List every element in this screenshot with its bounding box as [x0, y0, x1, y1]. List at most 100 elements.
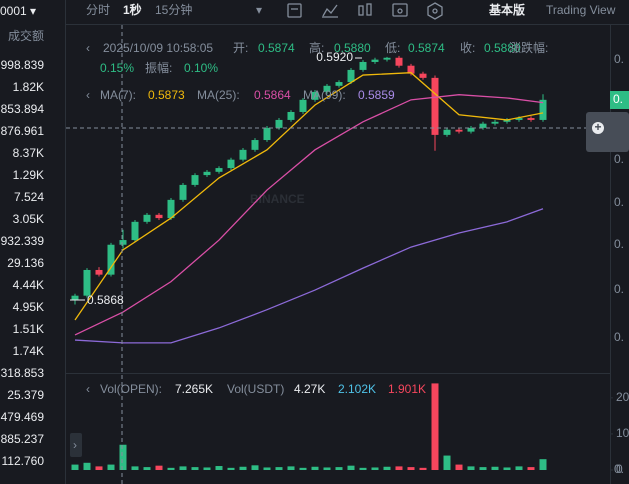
volume-bar [263, 467, 271, 470]
candle-body [431, 77, 439, 135]
left-list: 998.839 1.82K 853.894 876.961 8.37K 1.29K 7.52… [1, 58, 45, 468]
volume-bar [515, 466, 523, 470]
candle-body [299, 99, 307, 112]
value: 0.15% [100, 61, 134, 75]
tab[interactable]: 分时 [86, 3, 110, 17]
turnover: 318.853 [1, 366, 45, 380]
low-marker: 0.5868 [87, 293, 124, 307]
volume-bar [119, 444, 127, 470]
volume-bar [215, 466, 223, 470]
value: 0.5864 [254, 88, 291, 102]
chevron[interactable]: ‹ [86, 382, 90, 396]
turnover: 1.74K [13, 344, 44, 358]
label: 开: [233, 41, 248, 55]
axis-label-fragment: 0. [614, 195, 624, 209]
turnover: 998.839 [1, 58, 45, 72]
collapse-icon[interactable]: › [73, 438, 77, 452]
volume-bar [479, 467, 487, 470]
candle-body [119, 240, 127, 245]
candle-body [179, 184, 187, 200]
candle-body [335, 82, 343, 86]
tab-active[interactable]: 1秒 [123, 2, 142, 17]
candle-body [167, 199, 175, 219]
volume-bar [155, 465, 163, 470]
volume-bar [383, 466, 391, 470]
volume-tick-label: 10 [616, 426, 629, 440]
label: Vol(OPEN): [100, 382, 162, 396]
column-header: 成交额 [8, 28, 44, 43]
axis-label-fragment: 0. [614, 462, 624, 476]
add-order-button[interactable] [586, 112, 629, 152]
candle-body [407, 65, 415, 74]
plus-sign[interactable]: + [594, 120, 601, 134]
value: 0.5880 [484, 41, 521, 55]
volume-bar [359, 467, 367, 470]
turnover: 8.37K [13, 146, 44, 160]
candle-body [131, 221, 139, 241]
value: 0.10% [184, 61, 218, 75]
candle-body [83, 269, 91, 296]
volume-bar [203, 467, 211, 470]
axis-label-fragment: 0. [614, 152, 624, 166]
label: 低: [385, 41, 400, 55]
candle-body [479, 123, 487, 128]
turnover: 29.136 [7, 256, 44, 270]
tradingview[interactable]: Trading View [546, 3, 616, 17]
candle-body [527, 118, 535, 120]
volume-tick-label: 0 [616, 462, 623, 476]
toolbar-icons[interactable] [287, 2, 443, 20]
candle-body [347, 69, 355, 83]
turnover: 1.51K [13, 322, 44, 336]
candle-body [251, 140, 259, 150]
label: 收: [460, 41, 475, 55]
volume-bar [71, 464, 79, 470]
volume-bar [347, 465, 355, 470]
candle-body [491, 121, 499, 124]
candle-body [215, 168, 223, 172]
candle-body [143, 214, 151, 222]
volume-bar [107, 464, 115, 470]
dropdown[interactable]: ▾ [256, 3, 262, 17]
volume-bar [503, 467, 511, 470]
candle-body [71, 295, 79, 300]
tab[interactable]: 15分钟 [155, 2, 192, 17]
volume-bar [371, 467, 379, 470]
axis-label-fragment: 0. [613, 92, 623, 106]
candle-body [503, 119, 511, 122]
volume-bar [431, 383, 439, 470]
candle-body [515, 118, 523, 120]
turnover: 3.05K [13, 212, 44, 226]
volume-bar [167, 467, 175, 470]
chevron[interactable]: ‹ [86, 41, 90, 55]
volume-bar [323, 467, 331, 470]
candle-body [383, 57, 391, 60]
volume-bar [443, 455, 451, 470]
label: 涨跌幅: [509, 40, 548, 55]
volume-bar [527, 467, 535, 470]
chevron[interactable]: ‹ [86, 88, 90, 102]
label: MA(25): [197, 88, 240, 102]
candle-body [311, 91, 319, 100]
candle-body [539, 99, 547, 120]
value: 0.5880 [334, 41, 371, 55]
volume-bar [311, 466, 319, 470]
candle-body [155, 214, 163, 219]
volume-bar [395, 466, 403, 470]
symbol[interactable]: 0001 ▾ [0, 4, 36, 18]
plus-icon[interactable] [592, 122, 604, 134]
label: Vol(USDT) [227, 382, 284, 396]
basic-view[interactable]: 基本版 [488, 2, 525, 17]
volume-bar [491, 466, 499, 470]
watermark: BINANCE [250, 192, 305, 206]
candle-body [455, 129, 463, 132]
volume-bar [539, 459, 547, 470]
collapse-button[interactable] [70, 433, 82, 457]
turnover: 112.760 [2, 454, 45, 468]
volume-bar [131, 466, 139, 470]
candle-body [263, 127, 271, 141]
volume-bar [287, 466, 295, 470]
ma-line [74, 72, 544, 321]
